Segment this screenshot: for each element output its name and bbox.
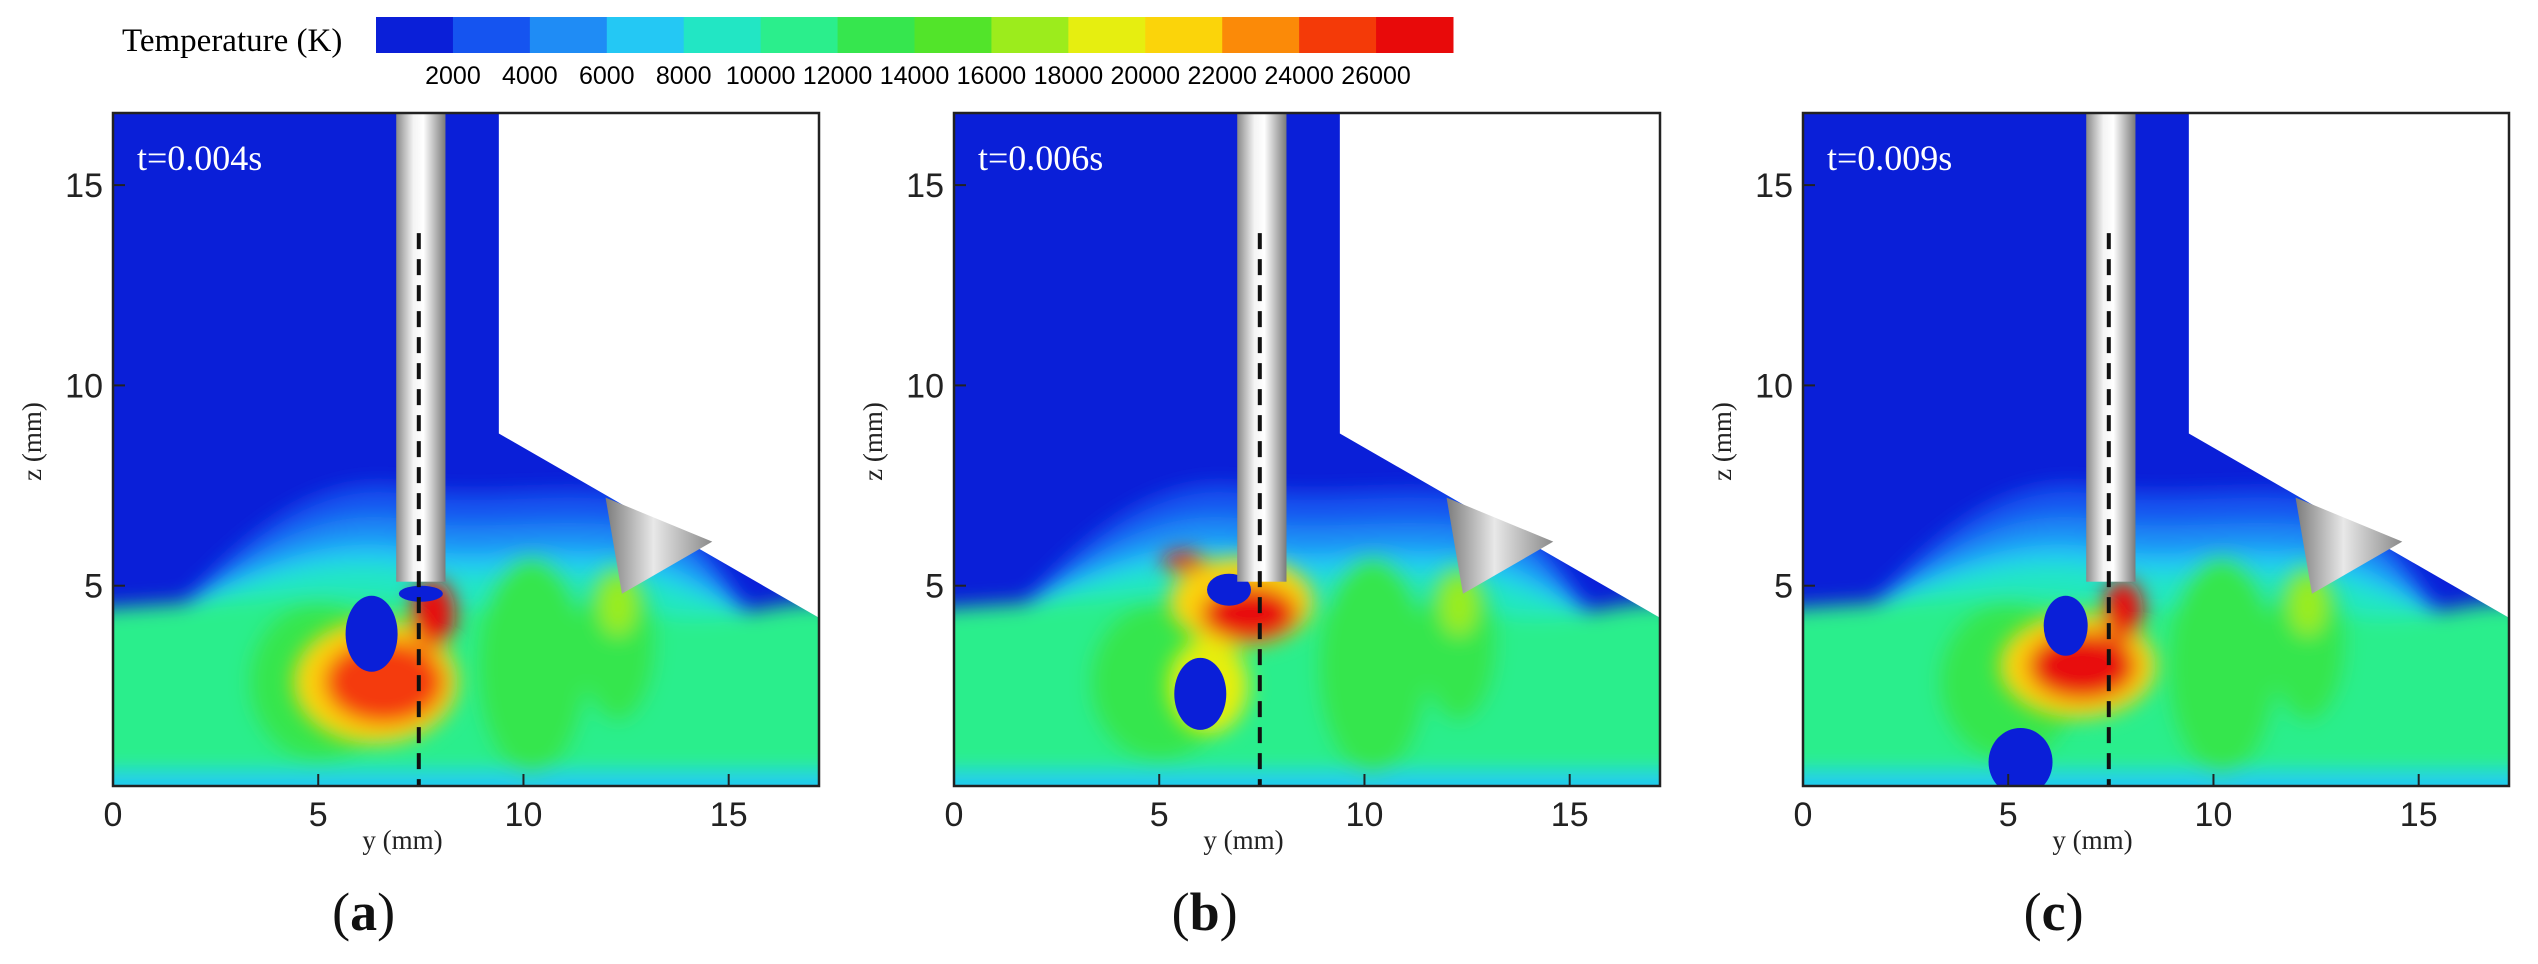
colorbar-legend: Temperature (K) 2000 4000 6000 8000 10000 120…: [122, 17, 1454, 90]
nozzle-region: [498, 113, 819, 618]
y-tick-label: 15: [65, 167, 103, 205]
y-tick-label: 5: [84, 568, 103, 606]
anode-cone: [2295, 497, 2403, 594]
legend-tick-label: 10000: [726, 62, 796, 90]
legend-swatch: [1068, 17, 1146, 53]
legend-swatch: [606, 17, 685, 53]
time-label: t=0.004s: [137, 138, 262, 178]
x-tick-label: 15: [710, 796, 748, 834]
temperature-field: [113, 113, 819, 786]
plot-frame: [111, 111, 821, 788]
panel-c: t=0.009s 0 5 10 15 5 10 15 y (mm) z (mm) (c): [1707, 111, 2511, 942]
anode-cone: [1446, 497, 1554, 594]
y-axis-label: z (mm): [1707, 402, 1737, 481]
legend-swatch: [837, 17, 915, 53]
x-tick-label: 5: [1999, 796, 2018, 834]
legend-tick-label: 26000: [1341, 62, 1411, 90]
y-tick-label: 15: [1755, 167, 1793, 205]
panel-caption: (c): [2024, 882, 2084, 942]
y-axis-label: z (mm): [858, 402, 888, 481]
legend-swatch: [683, 17, 762, 53]
x-axis-label: y (mm): [2052, 825, 2132, 855]
legend-tick-labels: 2000 4000 6000 8000 10000 12000 14000 16000 1800…: [425, 62, 1411, 90]
legend-tick-label: 18000: [1034, 62, 1104, 90]
legend-swatch: [1376, 17, 1454, 53]
legend-swatch: [376, 17, 454, 53]
anode-cone: [605, 497, 713, 594]
y-tick-label: 5: [1774, 568, 1793, 606]
arc-hot-region: [293, 579, 458, 744]
x-tick-label: 0: [1794, 796, 1813, 834]
y-tick-label: 15: [906, 167, 944, 205]
cathode-rod: [2086, 113, 2136, 582]
panel-caption: (b): [1172, 882, 1238, 942]
legend-swatch: [529, 17, 608, 53]
y-tick-label: 10: [906, 367, 944, 405]
x-tick-label: 10: [2195, 796, 2233, 834]
legend-tick-label: 16000: [957, 62, 1027, 90]
legend-swatch: [760, 17, 839, 53]
plot-frame: [952, 111, 1662, 788]
legend-tick-label: 20000: [1111, 62, 1181, 90]
temperature-field: [954, 113, 1660, 786]
x-axis-label: y (mm): [1203, 825, 1283, 855]
legend-tick-label: 22000: [1187, 62, 1257, 90]
x-tick-label: 5: [1150, 796, 1169, 834]
legend-tick-label: 4000: [502, 62, 558, 90]
nozzle-region: [2188, 113, 2509, 618]
x-tick-label: 10: [1346, 796, 1384, 834]
x-tick-label: 5: [309, 796, 328, 834]
y-axis-label: z (mm): [17, 402, 47, 481]
plot-frame: [1801, 111, 2511, 788]
temperature-field: [1803, 113, 2509, 786]
y-tick-label: 5: [925, 568, 944, 606]
x-axis-label: y (mm): [362, 825, 442, 855]
panel-a: t=0.004s 0 5 10 15 5 10 15 y (mm) z (mm) (a): [17, 111, 821, 942]
legend-swatch: [452, 17, 531, 53]
legend-swatch: [1299, 17, 1377, 53]
x-tick-label: 10: [505, 796, 543, 834]
x-tick-label: 0: [945, 796, 964, 834]
legend-title: Temperature (K): [122, 23, 342, 59]
legend-tick-label: 6000: [579, 62, 635, 90]
panel-caption: (a): [332, 882, 395, 942]
time-label: t=0.006s: [978, 138, 1103, 178]
y-tick-label: 10: [65, 367, 103, 405]
legend-swatch: [1145, 17, 1223, 53]
legend-swatch: [1222, 17, 1300, 53]
nozzle-region: [1339, 113, 1660, 618]
legend-tick-label: 2000: [425, 62, 481, 90]
legend-swatches: [376, 17, 1454, 53]
x-tick-label: 15: [2400, 796, 2438, 834]
legend-swatch: [914, 17, 992, 53]
x-tick-label: 15: [1551, 796, 1589, 834]
legend-tick-label: 12000: [803, 62, 873, 90]
legend-tick-label: 14000: [880, 62, 950, 90]
legend-tick-label: 8000: [656, 62, 712, 90]
time-label: t=0.009s: [1827, 138, 1952, 178]
cathode-rod: [396, 113, 446, 582]
legend-tick-label: 24000: [1264, 62, 1334, 90]
panel-b: t=0.006s 0 5 10 15 5 10 15 y (mm) z (mm) (b): [858, 111, 1662, 942]
cathode-rod: [1237, 113, 1287, 582]
x-tick-label: 0: [104, 796, 123, 834]
y-tick-label: 10: [1755, 367, 1793, 405]
legend-swatch: [991, 17, 1069, 53]
